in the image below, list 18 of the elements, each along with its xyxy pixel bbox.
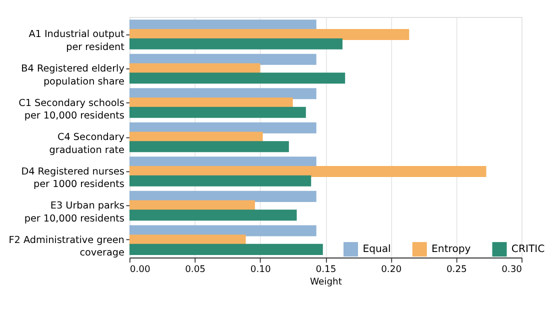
x-tick-label: 0.30 bbox=[502, 264, 522, 275]
y-tick-label: D4 Registered nurses per 1000 residents bbox=[21, 166, 124, 190]
x-tick-label: 0.20 bbox=[381, 264, 402, 275]
y-tick-label: E3 Urban parks per 10,000 residents bbox=[24, 200, 124, 224]
y-tick-label: C1 Secondary schools per 10,000 residents bbox=[18, 98, 124, 122]
x-tick-label: 0.25 bbox=[446, 264, 468, 275]
y-tick-label: A1 Industrial output per resident bbox=[28, 29, 125, 54]
x-tick-label: 0.15 bbox=[316, 264, 336, 275]
x-tick-label: 0.00 bbox=[130, 264, 151, 275]
y-tick-label: C4 Secondary graduation rate bbox=[49, 132, 125, 156]
x-tick-label: 0.05 bbox=[185, 264, 206, 275]
y-tick-label: B4 Registered elderly population share bbox=[21, 63, 125, 88]
x-axis-title: Weight bbox=[310, 276, 342, 288]
x-tick-label: 0.10 bbox=[250, 264, 271, 275]
legend-label: Equal bbox=[362, 244, 391, 256]
y-tick-label: F2 Administrative green coverage bbox=[8, 234, 124, 259]
legend-label: Entropy bbox=[432, 244, 471, 256]
legend-label: CRITIC bbox=[511, 244, 545, 256]
